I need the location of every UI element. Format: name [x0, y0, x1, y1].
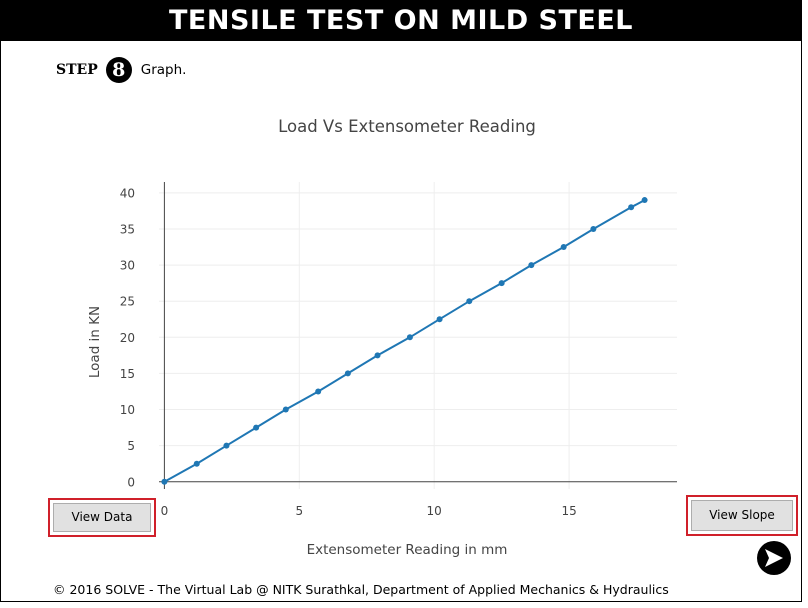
- data-point: [374, 352, 381, 359]
- view-slope-highlight: View Slope: [686, 495, 798, 536]
- data-point: [466, 298, 473, 305]
- data-point: [161, 478, 168, 485]
- data-point: [628, 204, 635, 211]
- series-line: [163, 199, 646, 483]
- chart-axes: [159, 182, 677, 489]
- step-indicator: STEP 8 Graph.: [56, 57, 186, 83]
- view-data-highlight: View Data: [48, 498, 156, 537]
- chart-grid: [159, 182, 677, 489]
- data-point: [590, 225, 597, 232]
- y-tick-label: 25: [120, 295, 135, 309]
- data-point: [223, 442, 230, 449]
- data-point: [528, 262, 535, 269]
- chart-tick-labels: 0 5 10 15 20 25 30 35 40 0 5 10 15: [120, 186, 577, 518]
- chart-title: Load Vs Extensometer Reading: [278, 117, 536, 136]
- data-point: [344, 370, 351, 377]
- y-tick-label: 35: [120, 222, 135, 236]
- data-point: [282, 406, 289, 413]
- data-point: [406, 334, 413, 341]
- y-tick-label: 10: [120, 403, 135, 417]
- y-tick-label: 15: [120, 367, 135, 381]
- step-number-badge: 8: [105, 57, 132, 83]
- step-description: Graph.: [140, 62, 187, 78]
- x-tick-label: 0: [161, 504, 169, 518]
- y-tick-label: 30: [120, 259, 135, 273]
- y-axis-label: Load in KN: [87, 306, 103, 378]
- data-point: [498, 280, 505, 287]
- arrow-right-icon: [765, 549, 783, 567]
- x-tick-label: 5: [295, 504, 303, 518]
- page-title: TENSILE TEST ON MILD STEEL: [1, 1, 801, 41]
- data-point: [253, 424, 260, 431]
- data-point: [641, 197, 648, 204]
- footer-copyright: © 2016 SOLVE - The Virtual Lab @ NITK Su…: [53, 582, 669, 597]
- y-tick-label: 5: [127, 439, 135, 453]
- data-point: [315, 388, 322, 395]
- y-tick-label: 40: [120, 186, 135, 200]
- y-tick-label: 20: [120, 331, 135, 345]
- step-label: STEP: [56, 62, 98, 78]
- chart-series: [161, 197, 648, 485]
- data-point: [436, 316, 443, 323]
- x-axis-label: Extensometer Reading in mm: [307, 542, 508, 558]
- load-extension-chart: 0 5 10 15 20 25 30 35 40 0 5 10 15 Load Vs Extensome…: [87, 117, 677, 558]
- data-point: [560, 244, 567, 251]
- y-tick-label: 0: [127, 475, 135, 489]
- next-step-button[interactable]: [757, 541, 791, 575]
- x-tick-label: 10: [427, 504, 442, 518]
- view-slope-button[interactable]: View Slope: [691, 500, 793, 531]
- x-tick-label: 15: [561, 504, 576, 518]
- view-data-button[interactable]: View Data: [53, 503, 151, 532]
- data-point: [193, 460, 200, 467]
